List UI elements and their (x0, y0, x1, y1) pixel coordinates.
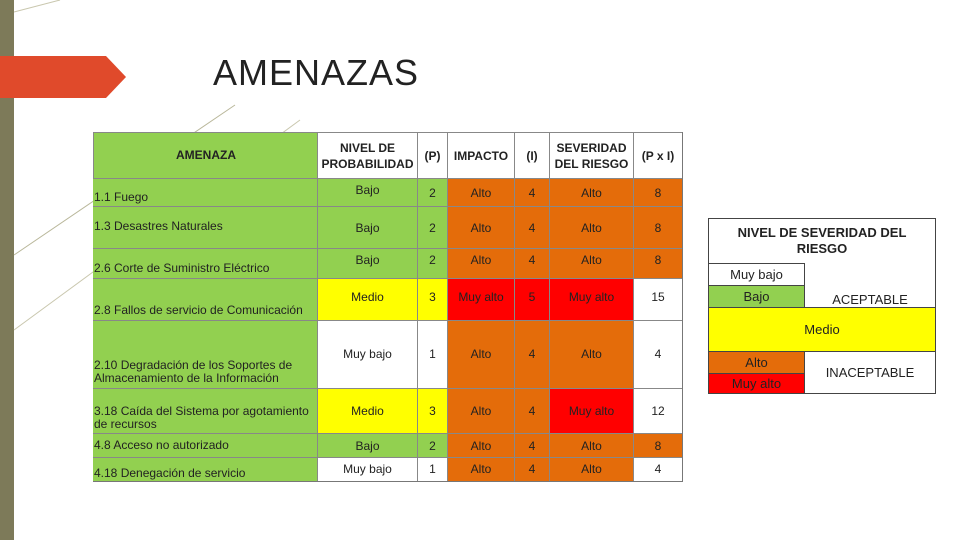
cell-impacto: Alto (447, 457, 514, 481)
legend-inaceptable: INACEPTABLE (805, 351, 935, 393)
cell-pxi: 8 (633, 248, 682, 278)
cell-p: 2 (417, 433, 447, 457)
table-row-amenaza: 2.10 Degradación de los Soportes de Alma… (93, 320, 317, 388)
left-accent-bar (0, 0, 14, 540)
table-row-amenaza: 4.8 Acceso no autorizado (93, 433, 317, 457)
cell-impacto: Alto (447, 248, 514, 278)
cell-impacto: Alto (447, 388, 514, 433)
cell-i: 4 (514, 457, 549, 481)
cell-impacto: Alto (447, 206, 514, 248)
cell-i: 4 (514, 248, 549, 278)
header-pxi: (P x I) (633, 132, 682, 178)
cell-sev: Alto (549, 433, 633, 457)
cell-pxi: 4 (633, 320, 682, 388)
header-nivel-probabilidad: NIVEL DE PROBABILIDAD (317, 132, 417, 178)
cell-pxi: 4 (633, 457, 682, 481)
cell-pxi: 12 (633, 388, 682, 433)
legend-aceptable: ACEPTABLE (832, 292, 908, 307)
cell-sev: Muy alto (549, 388, 633, 433)
cell-prob: Bajo (317, 178, 417, 206)
legend-muy-alto: Muy alto (709, 373, 805, 393)
legend-title: NIVEL DE SEVERIDAD DEL RIESGO (737, 225, 907, 256)
header-severidad: SEVERIDAD DEL RIESGO (549, 132, 633, 178)
cell-impacto: Alto (447, 433, 514, 457)
cell-i: 4 (514, 206, 549, 248)
cell-impacto: Alto (447, 178, 514, 206)
cell-prob: Bajo (317, 433, 417, 457)
cell-p: 2 (417, 248, 447, 278)
cell-p: 2 (417, 178, 447, 206)
header-impacto: IMPACTO (447, 132, 514, 178)
table-row-amenaza: 4.18 Denegación de servicio (93, 457, 317, 481)
cell-i: 4 (514, 320, 549, 388)
table-row-amenaza: 1.3 Desastres Naturales (93, 206, 317, 248)
threats-table: AMENAZA NIVEL DE PROBABILIDAD (P) IMPACT… (93, 132, 683, 482)
table-row-amenaza: 1.1 Fuego (93, 178, 317, 206)
severity-legend: NIVEL DE SEVERIDAD DEL RIESGO Muy bajo B… (708, 218, 936, 394)
table-row-amenaza: 2.8 Fallos de servicio de Comunicación (93, 278, 317, 320)
table-row-amenaza: 3.18 Caída del Sistema por agotamiento d… (93, 388, 317, 433)
legend-medio: Medio (709, 307, 935, 351)
cell-prob: Medio (317, 278, 417, 320)
cell-pxi: 8 (633, 433, 682, 457)
cell-i: 4 (514, 388, 549, 433)
cell-impacto: Muy alto (447, 278, 514, 320)
header-i: (I) (514, 132, 549, 178)
cell-sev: Alto (549, 206, 633, 248)
cell-sev: Alto (549, 457, 633, 481)
cell-pxi: 8 (633, 178, 682, 206)
cell-p: 3 (417, 388, 447, 433)
cell-sev: Muy alto (549, 278, 633, 320)
cell-prob: Medio (317, 388, 417, 433)
cell-prob: Bajo (317, 248, 417, 278)
cell-p: 3 (417, 278, 447, 320)
cell-i: 5 (514, 278, 549, 320)
cell-i: 4 (514, 433, 549, 457)
cell-pxi: 8 (633, 206, 682, 248)
cell-p: 1 (417, 320, 447, 388)
cell-sev: Alto (549, 178, 633, 206)
legend-muy-bajo: Muy bajo (709, 263, 805, 285)
cell-sev: Alto (549, 248, 633, 278)
cell-i: 4 (514, 178, 549, 206)
header-amenaza: AMENAZA (93, 132, 317, 178)
header-p: (P) (417, 132, 447, 178)
cell-pxi: 15 (633, 278, 682, 320)
cell-prob: Bajo (317, 206, 417, 248)
table-row-amenaza: 2.6 Corte de Suministro Eléctrico (93, 248, 317, 278)
legend-alto: Alto (709, 351, 805, 373)
legend-bajo: Bajo (709, 285, 805, 307)
cell-prob: Muy bajo (317, 457, 417, 481)
cell-sev: Alto (549, 320, 633, 388)
cell-p: 1 (417, 457, 447, 481)
title-arrow-icon (0, 56, 126, 98)
page-title: AMENAZAS (213, 52, 420, 93)
cell-p: 2 (417, 206, 447, 248)
cell-prob: Muy bajo (317, 320, 417, 388)
cell-impacto: Alto (447, 320, 514, 388)
